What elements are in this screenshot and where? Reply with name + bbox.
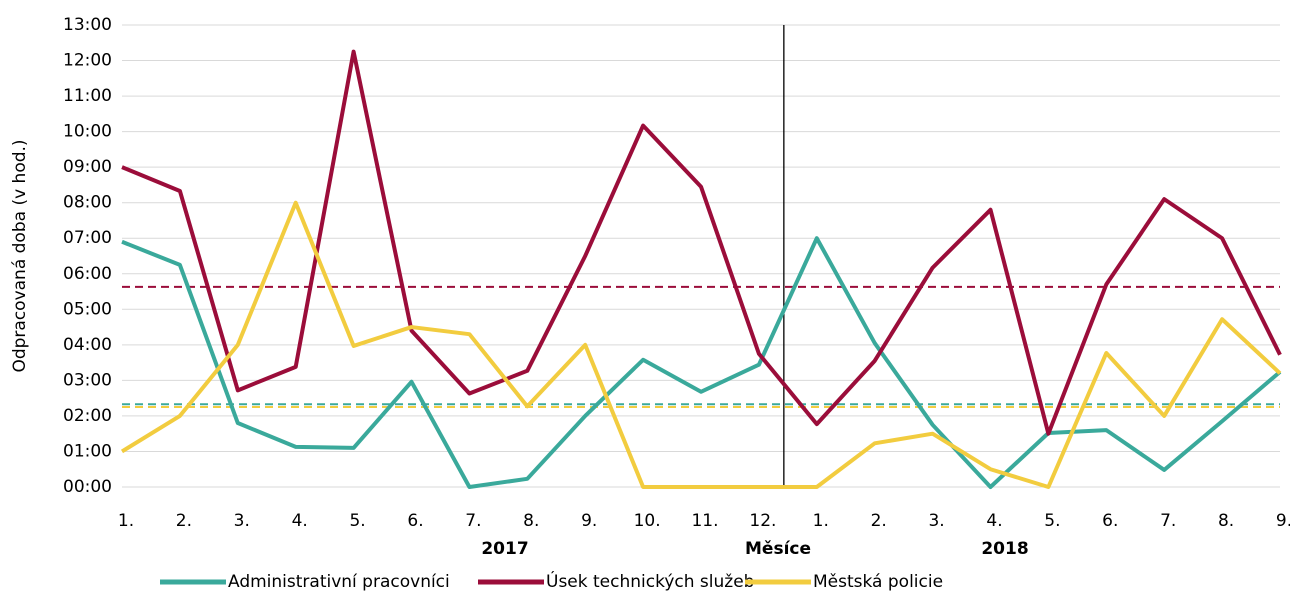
x-tick-label: 3. bbox=[234, 511, 250, 531]
legend-label: Administrativní pracovníci bbox=[228, 572, 450, 591]
series-line bbox=[120, 200, 1282, 489]
y-tick-label: 11:00 bbox=[63, 86, 112, 106]
x-tick-label: 11. bbox=[691, 511, 718, 531]
y-tick-label: 13:00 bbox=[63, 15, 112, 35]
series-line bbox=[121, 49, 1282, 436]
x-tick-label: 3. bbox=[928, 511, 944, 531]
x-tick-label: 4. bbox=[292, 511, 308, 531]
y-tick-label: 04:00 bbox=[63, 335, 112, 355]
y-tick-label: 10:00 bbox=[63, 122, 112, 142]
x-tick-label: 7. bbox=[1160, 511, 1176, 531]
group-label: 2017 bbox=[481, 539, 528, 559]
y-tick-label: 02:00 bbox=[63, 406, 112, 426]
x-tick-label: 9. bbox=[581, 511, 597, 531]
group-label: Měsíce bbox=[745, 539, 811, 559]
x-tick-label: 9. bbox=[1276, 511, 1290, 531]
y-tick-label: 06:00 bbox=[63, 264, 112, 284]
x-tick-label: 10. bbox=[634, 511, 661, 531]
x-tick-label: 2. bbox=[176, 511, 192, 531]
x-tick-label: 2. bbox=[871, 511, 887, 531]
x-tick-label: 1. bbox=[813, 511, 829, 531]
x-tick-label: 8. bbox=[523, 511, 539, 531]
y-tick-label: 01:00 bbox=[63, 441, 112, 461]
legend-label: Městská policie bbox=[813, 572, 943, 591]
y-tick-label: 03:00 bbox=[63, 370, 112, 390]
y-tick-label: 09:00 bbox=[63, 157, 112, 177]
x-tick-label: 6. bbox=[1102, 511, 1118, 531]
y-axis-label: Odpracovaná doba (v hod.) bbox=[10, 139, 30, 372]
y-tick-label: 05:00 bbox=[63, 299, 112, 319]
y-tick-label: 12:00 bbox=[63, 51, 112, 71]
x-tick-label: 5. bbox=[349, 511, 365, 531]
x-tick-label: 6. bbox=[407, 511, 423, 531]
x-tick-label: 12. bbox=[749, 511, 776, 531]
legend-label: Úsek technických služeb bbox=[546, 570, 754, 591]
x-tick-label: 8. bbox=[1218, 511, 1234, 531]
x-tick-label: 4. bbox=[986, 511, 1002, 531]
series-line bbox=[121, 236, 1282, 489]
x-tick-label: 5. bbox=[1044, 511, 1060, 531]
y-tick-label: 08:00 bbox=[63, 193, 112, 213]
y-tick-label: 00:00 bbox=[63, 477, 112, 497]
group-label: 2018 bbox=[981, 539, 1028, 559]
x-tick-label: 1. bbox=[118, 511, 134, 531]
y-tick-label: 07:00 bbox=[63, 228, 112, 248]
x-tick-label: 7. bbox=[465, 511, 481, 531]
